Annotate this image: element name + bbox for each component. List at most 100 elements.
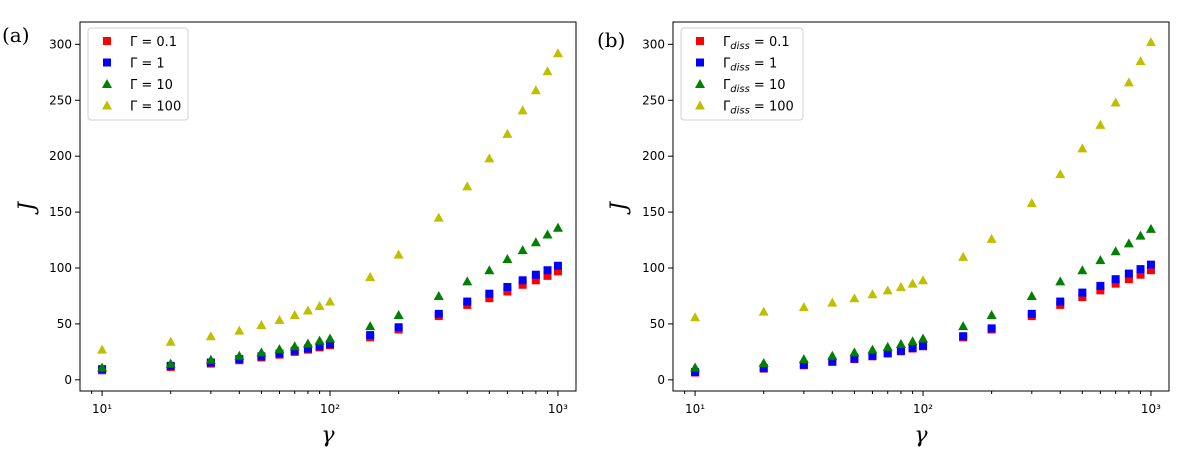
- legend-label: Γdiss = 100: [723, 100, 794, 117]
- data-point: [542, 229, 553, 239]
- data-point: [918, 333, 929, 343]
- panel-label: (b): [597, 28, 625, 52]
- data-point: [882, 285, 893, 295]
- data-point: [365, 321, 376, 331]
- y-axis-label: J: [15, 201, 40, 215]
- y-tick-label: 50: [57, 317, 72, 331]
- data-point: [958, 251, 969, 261]
- data-point: [798, 302, 809, 312]
- data-point: [1123, 238, 1134, 248]
- legend-item: Γ = 10: [102, 78, 173, 93]
- data-point: [518, 280, 527, 289]
- y-axis-label: J: [607, 201, 632, 215]
- data-point: [552, 48, 563, 58]
- data-point: [289, 309, 300, 319]
- legend-item: Γdiss = 10: [695, 78, 786, 95]
- data-point: [895, 339, 906, 349]
- data-point: [234, 350, 245, 360]
- legend-label: Γdiss = 1: [723, 57, 777, 74]
- data-point: [1145, 223, 1156, 233]
- legend-item: Γ = 1: [103, 57, 165, 72]
- data-point: [393, 249, 404, 259]
- data-point: [1135, 56, 1146, 66]
- data-point: [552, 222, 563, 232]
- data-point: [290, 346, 299, 355]
- data-point: [882, 341, 893, 351]
- data-point: [97, 362, 108, 372]
- legend-frame: [680, 27, 804, 121]
- data-points: [690, 37, 1156, 377]
- x-tick-label: 10³: [1141, 402, 1161, 416]
- data-point: [326, 340, 335, 349]
- data-point: [531, 276, 540, 285]
- data-point: [485, 289, 494, 298]
- legend-item: Γ = 100: [102, 100, 181, 115]
- data-point: [987, 324, 996, 333]
- data-point: [1077, 265, 1088, 275]
- data-point: [919, 341, 928, 350]
- data-point: [1026, 198, 1037, 208]
- data-point: [315, 342, 324, 351]
- data-point: [394, 323, 403, 332]
- data-point: [828, 357, 837, 366]
- data-point: [1111, 275, 1120, 284]
- data-point: [97, 344, 108, 354]
- panel-b: 0 50 100 150 200 250 300 10¹ 10² 10³ γ J (b) Γdiss = …: [597, 21, 1170, 448]
- data-point: [1146, 260, 1155, 269]
- panel-label: (a): [2, 23, 30, 47]
- data-point: [503, 283, 512, 292]
- data-point: [517, 245, 528, 255]
- x-tick-label: 10¹: [685, 402, 705, 416]
- y-tick-label: 150: [642, 205, 665, 219]
- x-tick-label: 10¹: [92, 402, 112, 416]
- legend-label: Γ = 100: [130, 100, 181, 115]
- y-tick-label: 200: [49, 149, 72, 163]
- data-point: [302, 338, 313, 348]
- data-point: [543, 271, 552, 280]
- data-point: [1145, 37, 1156, 47]
- data-point: [205, 331, 216, 341]
- data-point: [234, 325, 245, 335]
- data-point: [1124, 275, 1133, 284]
- series-1: [98, 267, 562, 375]
- data-point: [485, 294, 494, 303]
- data-point: [256, 347, 267, 357]
- data-point: [365, 271, 376, 281]
- data-point: [907, 336, 918, 346]
- data-point: [690, 312, 701, 322]
- data-point: [758, 306, 769, 316]
- data-point: [1110, 97, 1121, 107]
- data-point: [849, 293, 860, 303]
- data-point: [1095, 119, 1106, 129]
- data-point: [517, 105, 528, 115]
- series-2: [98, 261, 562, 374]
- data-point: [1026, 290, 1037, 300]
- data-point: [1123, 77, 1134, 87]
- data-point: [1078, 288, 1087, 297]
- data-point: [463, 297, 472, 306]
- legend-marker: [102, 79, 112, 88]
- y-tick-label: 50: [650, 317, 665, 331]
- data-point: [502, 128, 513, 138]
- data-point: [958, 321, 969, 331]
- data-point: [1077, 143, 1088, 153]
- legend: Γ = 0.1 Γ = 1 Γ = 10 Γ = 100: [87, 27, 189, 121]
- legend-item: Γdiss = 100: [695, 100, 794, 117]
- legend-marker: [696, 37, 704, 45]
- series-4: [690, 37, 1156, 322]
- data-point: [530, 237, 541, 247]
- legend-label: Γdiss = 0.1: [723, 35, 790, 52]
- data-point: [1078, 293, 1087, 302]
- data-point: [205, 354, 216, 364]
- data-point: [302, 305, 313, 315]
- data-point: [502, 254, 513, 264]
- data-point: [691, 367, 700, 376]
- axes-frame: [672, 21, 1170, 392]
- data-point: [1136, 270, 1145, 279]
- y-tick-label: 250: [49, 93, 72, 107]
- x-tick-label: 10²: [913, 402, 933, 416]
- x-axis-label: γ: [321, 423, 335, 448]
- data-point: [165, 358, 176, 368]
